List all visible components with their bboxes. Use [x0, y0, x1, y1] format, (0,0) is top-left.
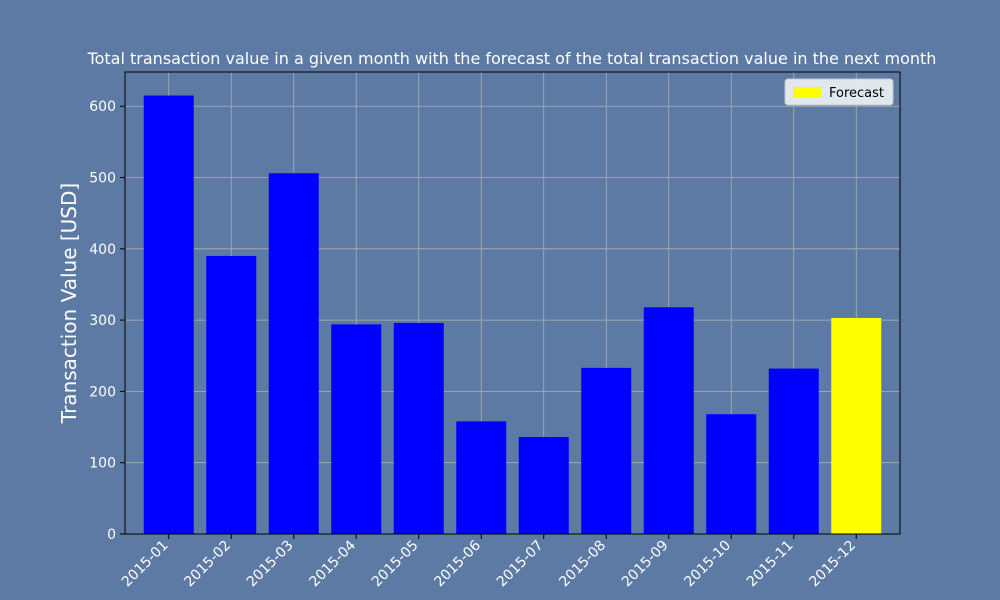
y-tick-label: 300 [89, 313, 116, 329]
y-tick-label: 0 [107, 527, 116, 543]
y-tick-label: 500 [89, 171, 116, 187]
legend-label-forecast: Forecast [829, 86, 884, 101]
x-tick-label: 2015-04 [306, 537, 359, 590]
y-tick-label: 400 [89, 242, 116, 258]
x-tick-label: 2015-11 [744, 538, 797, 591]
y-tick-label: 600 [89, 99, 116, 115]
bar-2015-05 [393, 322, 444, 534]
bars [143, 95, 882, 535]
x-tick-label: 2015-06 [431, 537, 484, 590]
x-tick-label: 2015-01 [119, 538, 172, 591]
y-tick-label: 100 [89, 456, 116, 472]
legend: Forecast [784, 78, 894, 106]
x-tick-label: 2015-07 [494, 538, 547, 591]
bar-2015-08 [581, 367, 632, 534]
bar-2015-11 [768, 368, 819, 534]
bar-2015-07 [518, 437, 569, 534]
plot-frame [124, 71, 901, 535]
x-tick-label: 2015-10 [681, 538, 734, 591]
bar-2015-09 [643, 307, 694, 534]
legend-box [784, 78, 894, 106]
x-tick-label: 2015-05 [369, 538, 422, 591]
bar-2015-02 [206, 255, 257, 534]
bar-2015-06 [456, 421, 507, 534]
bar-2015-03 [268, 173, 319, 535]
x-tick-label: 2015-02 [181, 538, 234, 591]
chart-title: Total transaction value in a given month… [87, 49, 937, 68]
bar-2015-04 [331, 324, 382, 534]
legend-swatch-forecast [793, 87, 821, 97]
x-tick-label: 2015-12 [806, 538, 859, 591]
x-tick-label: 2015-08 [556, 538, 609, 591]
y-axis-label: Transaction Value [USD] [57, 183, 81, 424]
bar-2015-01 [143, 95, 194, 535]
x-tick-label: 2015-09 [619, 538, 672, 591]
y-tick-label: 200 [89, 384, 116, 400]
bar-2015-12 [831, 317, 882, 534]
bar-2015-10 [706, 414, 757, 534]
x-tick-label: 2015-03 [244, 538, 297, 591]
